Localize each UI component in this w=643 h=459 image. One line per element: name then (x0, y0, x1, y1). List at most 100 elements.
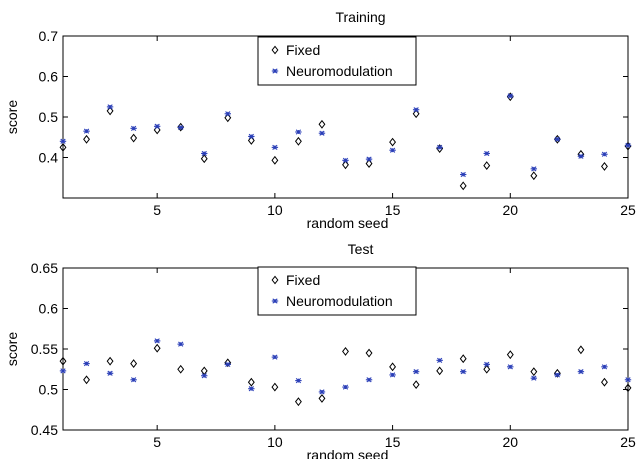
fixed-point (130, 133, 138, 143)
fixed-point (130, 359, 138, 368)
fixed-point (506, 350, 514, 360)
neuromodulation-point (412, 369, 420, 375)
chart-title: Test (348, 241, 374, 257)
neuromodulation-point (83, 128, 90, 134)
neuromodulation-point (554, 372, 561, 378)
neuromodulation-point (153, 338, 161, 344)
legend-marker-neuromodulation (271, 68, 279, 74)
neuromodulation-point (130, 125, 137, 131)
fixed-point (271, 382, 279, 392)
neuromodulation-point (365, 377, 373, 383)
y-tick-label: 0.6 (39, 69, 59, 85)
neuromodulation-point (318, 389, 326, 395)
neuromodulation-point (365, 156, 373, 162)
neuromodulation-point (248, 133, 255, 140)
fixed-point (483, 364, 491, 374)
fixed-point (106, 106, 114, 116)
fixed-point (294, 136, 302, 146)
fixed-point (483, 161, 491, 171)
neuromodulation-point (530, 166, 538, 172)
neuromodulation-point (436, 357, 443, 363)
fixed-point (318, 393, 326, 403)
neuromodulation-point (271, 354, 279, 360)
y-axis-label: score (4, 332, 20, 366)
legend: Fixed Neuromodulation (257, 266, 417, 316)
neuromodulation-point (248, 386, 255, 392)
neuromodulation-point (83, 360, 90, 367)
neuromodulation-point (601, 151, 608, 157)
legend-marker-fixed (271, 45, 279, 55)
x-tick-label: 10 (267, 434, 283, 450)
neuromodulation-point (483, 150, 490, 157)
fixed-point (436, 366, 444, 376)
fixed-point (459, 181, 467, 191)
neuromodulation-point (177, 341, 184, 347)
neuromodulation-point (59, 368, 67, 374)
chart-title: Training (335, 9, 385, 25)
fixed-point (224, 113, 232, 123)
y-tick-label: 0.65 (31, 260, 58, 276)
y-tick-label: 0.45 (31, 422, 58, 438)
fixed-point (624, 383, 632, 393)
neuromodulation-point (342, 384, 349, 390)
neuromodulation-point (577, 369, 585, 375)
fixed-point (412, 380, 420, 390)
fixed-point (318, 119, 326, 129)
y-tick-label: 0.6 (39, 301, 59, 317)
fixed-point (601, 377, 608, 387)
neuromodulation-point (130, 377, 137, 383)
neuromodulation-point (271, 144, 279, 151)
x-axis-label: random seed (307, 215, 389, 231)
neuromodulation-point (59, 138, 67, 144)
y-tick-label: 0.5 (39, 109, 59, 125)
neuromodulation-point (554, 136, 561, 142)
fixed-point (530, 367, 538, 377)
fixed-point (200, 154, 208, 164)
legend: Fixed Neuromodulation (257, 36, 417, 86)
y-tick-label: 0.5 (39, 382, 59, 398)
neuromodulation-point (106, 104, 114, 110)
neuromodulation-point (460, 369, 467, 375)
neuromodulation-point (201, 373, 208, 379)
neuromodulation-point (153, 123, 161, 129)
legend-label: Fixed (286, 272, 320, 288)
x-axis-label: random seed (307, 447, 389, 459)
fixed-point (106, 356, 114, 366)
neuromodulation-point (318, 130, 326, 136)
legend-marker-fixed (271, 275, 279, 285)
fixed-point (83, 134, 90, 144)
fixed-point (177, 364, 185, 374)
fixed-point (224, 358, 232, 368)
neuromodulation-point (507, 93, 514, 99)
x-tick-label: 20 (503, 434, 519, 450)
fixed-point (342, 347, 349, 356)
fixed-point (294, 397, 302, 407)
chart-panel-2: Test 5 10 15 20 25 0.45 0.5 0.55 0.6 0.65 random se… (4, 241, 636, 459)
neuromodulation-point (507, 364, 514, 370)
neuromodulation-point (460, 171, 467, 178)
neuromodulation-point (412, 107, 420, 113)
fixed-point (271, 155, 279, 165)
neuromodulation-point (224, 111, 231, 117)
neuromodulation-point (106, 370, 114, 376)
neuromodulation-point (177, 124, 184, 131)
fixed-point (365, 348, 373, 358)
x-tick-label: 25 (620, 202, 636, 218)
neuromodulation-point (601, 364, 608, 370)
fixed-point (530, 171, 538, 181)
x-tick-label: 20 (503, 202, 519, 218)
legend-label: Neuromodulation (286, 293, 393, 309)
y-tick-label: 0.4 (39, 150, 59, 166)
x-tick-label: 5 (153, 434, 161, 450)
fixed-point (83, 375, 90, 385)
x-tick-label: 15 (385, 202, 401, 218)
fixed-point (389, 137, 397, 147)
legend-marker-neuromodulation (271, 298, 279, 304)
fixed-point (365, 159, 373, 168)
y-tick-label: 0.7 (39, 28, 59, 44)
x-tick-label: 5 (153, 202, 161, 218)
neuromodulation-point (530, 375, 538, 381)
fixed-point (59, 356, 67, 366)
legend-label: Fixed (286, 42, 320, 58)
